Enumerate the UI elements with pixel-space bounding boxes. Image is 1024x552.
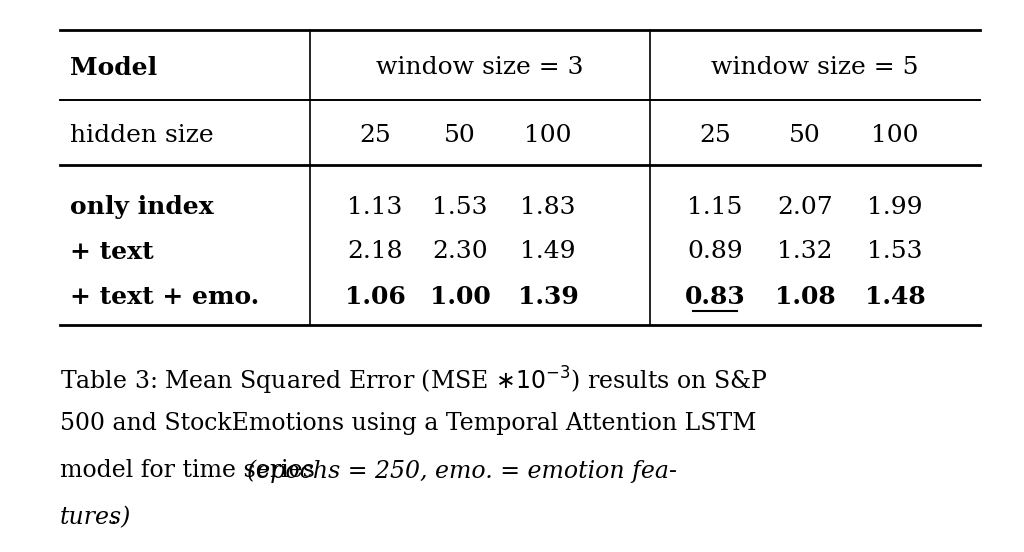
Text: 100: 100: [524, 124, 571, 146]
Text: 1.06: 1.06: [345, 285, 406, 309]
Text: 1.00: 1.00: [430, 285, 490, 309]
Text: window size = 3: window size = 3: [376, 56, 584, 79]
Text: 1.08: 1.08: [774, 285, 836, 309]
Text: (epochs = 250, emo. = emotion fea-: (epochs = 250, emo. = emotion fea-: [247, 459, 677, 482]
Text: + text + emo.: + text + emo.: [70, 285, 259, 309]
Text: window size = 5: window size = 5: [712, 56, 919, 79]
Text: 1.32: 1.32: [777, 241, 833, 263]
Text: 1.15: 1.15: [687, 195, 742, 219]
Text: 25: 25: [699, 124, 731, 146]
Text: 2.07: 2.07: [777, 195, 833, 219]
Text: + text: + text: [70, 240, 154, 264]
Text: 50: 50: [790, 124, 821, 146]
Text: .: .: [110, 506, 118, 529]
Text: 1.48: 1.48: [864, 285, 926, 309]
Text: 2.18: 2.18: [347, 241, 402, 263]
Text: 1.99: 1.99: [867, 195, 923, 219]
Text: Table 3: Mean Squared Error (MSE $\ast10^{-3}$) results on S&P: Table 3: Mean Squared Error (MSE $\ast10…: [60, 365, 768, 397]
Text: 50: 50: [444, 124, 476, 146]
Text: only index: only index: [70, 195, 214, 219]
Text: 1.39: 1.39: [517, 285, 579, 309]
Text: 1.53: 1.53: [432, 195, 487, 219]
Text: 2.30: 2.30: [432, 241, 487, 263]
Text: 0.89: 0.89: [687, 241, 742, 263]
Text: 0.83: 0.83: [685, 285, 745, 309]
Text: 1.13: 1.13: [347, 195, 402, 219]
Text: 1.83: 1.83: [520, 195, 575, 219]
Text: 100: 100: [871, 124, 919, 146]
Text: tures): tures): [60, 506, 131, 529]
Text: model for time series: model for time series: [60, 459, 323, 482]
Text: hidden size: hidden size: [70, 124, 214, 146]
Text: 500 and StockEmotions using a Temporal Attention LSTM: 500 and StockEmotions using a Temporal A…: [60, 412, 757, 435]
Text: 1.49: 1.49: [520, 241, 575, 263]
Text: Model: Model: [70, 56, 157, 80]
Text: 25: 25: [359, 124, 391, 146]
Text: 1.53: 1.53: [867, 241, 923, 263]
